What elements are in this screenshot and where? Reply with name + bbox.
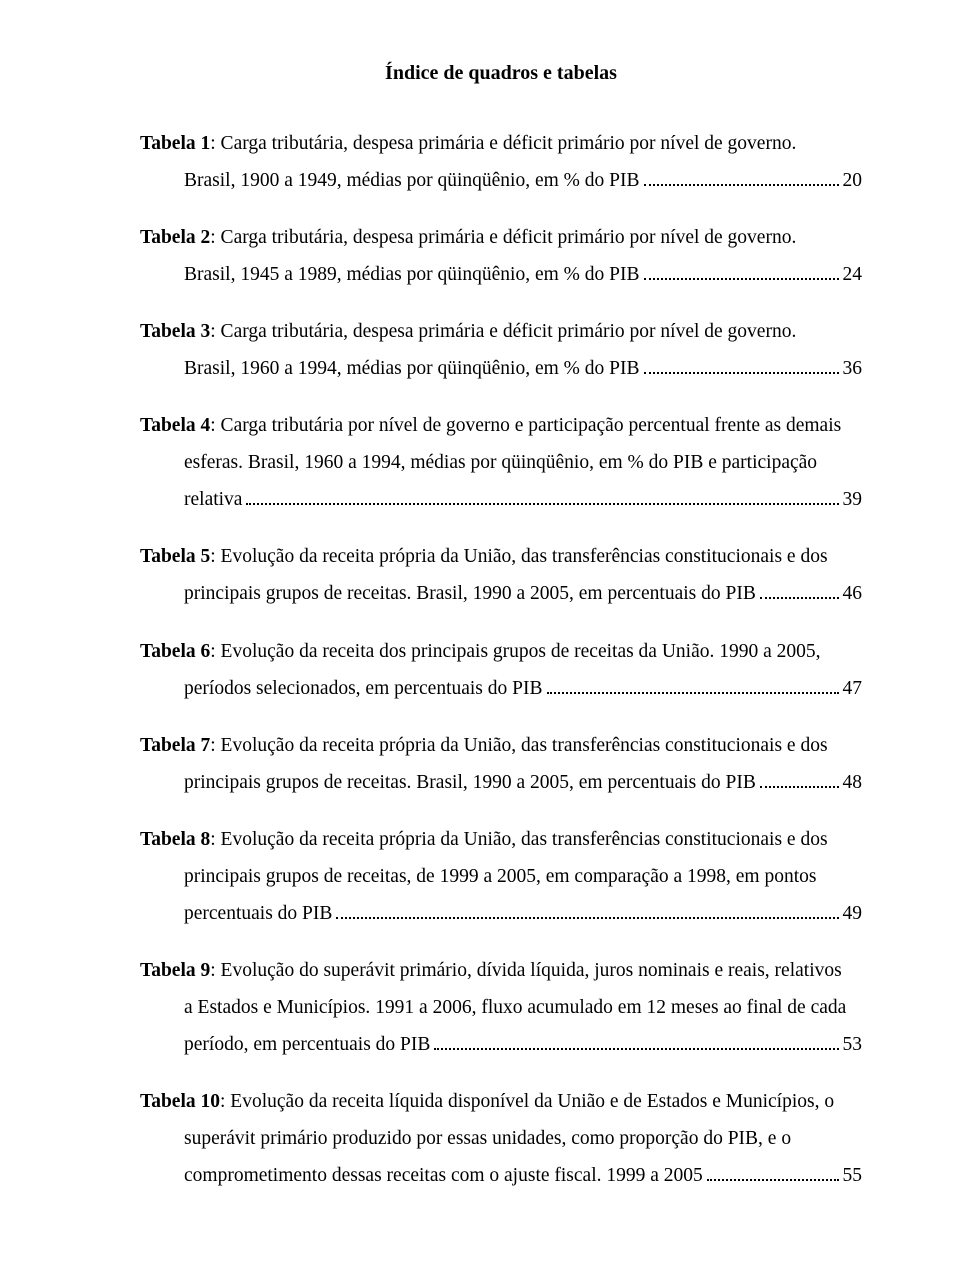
entry-leader-line: período, em percentuais do PIB 53 (140, 1026, 862, 1063)
entry-tail-text: período, em percentuais do PIB (184, 1026, 430, 1063)
toc-entry: Tabela 9: Evolução do superávit primário… (140, 952, 862, 1063)
entry-page-number: 24 (843, 256, 863, 293)
entry-page-number: 49 (843, 895, 863, 932)
entry-continuation: esferas. Brasil, 1960 a 1994, médias por… (140, 444, 862, 481)
entry-text: : Evolução da receita própria da União, … (210, 546, 827, 567)
entry-label: Tabela 2 (140, 227, 210, 248)
leader-dots (760, 582, 839, 600)
entry-text: : Evolução da receita própria da União, … (210, 735, 827, 756)
toc-entry: Tabela 6: Evolução da receita dos princi… (140, 633, 862, 707)
entry-page-number: 47 (843, 670, 863, 707)
entry-leader-line: relativa 39 (140, 481, 862, 518)
entry-leader-line: Brasil, 1960 a 1994, médias por qüinqüên… (140, 350, 862, 387)
entry-tail-text: percentuais do PIB (184, 895, 332, 932)
entry-leader-line: comprometimento dessas receitas com o aj… (140, 1157, 862, 1194)
entry-tail-text: principais grupos de receitas. Brasil, 1… (184, 764, 756, 801)
entry-tail-text: comprometimento dessas receitas com o aj… (184, 1157, 703, 1194)
entry-continuation: superávit primário produzido por essas u… (140, 1120, 862, 1157)
toc-entry: Tabela 10: Evolução da receita líquida d… (140, 1083, 862, 1194)
leader-dots (246, 488, 838, 506)
entry-label: Tabela 8 (140, 829, 210, 850)
toc-entry: Tabela 3: Carga tributária, despesa prim… (140, 313, 862, 387)
toc-entries: Tabela 1: Carga tributária, despesa prim… (140, 125, 862, 1194)
leader-dots (644, 168, 839, 186)
toc-entry: Tabela 1: Carga tributária, despesa prim… (140, 125, 862, 199)
entry-label: Tabela 1 (140, 133, 210, 154)
toc-entry: Tabela 4: Carga tributária por nível de … (140, 407, 862, 518)
entry-page-number: 39 (843, 481, 863, 518)
entry-leader-line: Brasil, 1945 a 1989, médias por qüinqüên… (140, 256, 862, 293)
entry-text: : Evolução da receita própria da União, … (210, 829, 827, 850)
entry-label: Tabela 4 (140, 415, 210, 436)
entry-tail-text: períodos selecionados, em percentuais do… (184, 670, 543, 707)
leader-dots (707, 1163, 839, 1181)
entry-label: Tabela 6 (140, 641, 210, 662)
entry-text: : Evolução da receita líquida disponível… (220, 1091, 834, 1112)
entry-text: : Evolução da receita dos principais gru… (210, 641, 820, 662)
entry-tail-text: Brasil, 1900 a 1949, médias por qüinqüên… (184, 162, 640, 199)
toc-entry: Tabela 7: Evolução da receita própria da… (140, 727, 862, 801)
entry-page-number: 55 (843, 1157, 863, 1194)
leader-dots (760, 770, 839, 788)
entry-label: Tabela 5 (140, 546, 210, 567)
entry-label: Tabela 3 (140, 321, 210, 342)
entry-tail-text: principais grupos de receitas. Brasil, 1… (184, 575, 756, 612)
entry-page-number: 48 (843, 764, 863, 801)
entry-text: : Carga tributária por nível de governo … (210, 415, 841, 436)
entry-tail-text: Brasil, 1945 a 1989, médias por qüinqüên… (184, 256, 640, 293)
leader-dots (336, 901, 838, 919)
entry-tail-text: Brasil, 1960 a 1994, médias por qüinqüên… (184, 350, 640, 387)
entry-page-number: 53 (843, 1026, 863, 1063)
page-title: Índice de quadros e tabelas (140, 62, 862, 85)
entry-text: : Carga tributária, despesa primária e d… (210, 227, 796, 248)
entry-leader-line: principais grupos de receitas. Brasil, 1… (140, 575, 862, 612)
entry-leader-line: períodos selecionados, em percentuais do… (140, 670, 862, 707)
entry-text: : Carga tributária, despesa primária e d… (210, 133, 796, 154)
leader-dots (644, 263, 839, 281)
entry-label: Tabela 10 (140, 1091, 220, 1112)
entry-page-number: 20 (843, 162, 863, 199)
entry-page-number: 46 (843, 575, 863, 612)
leader-dots (547, 676, 839, 694)
entry-tail-text: relativa (184, 481, 242, 518)
toc-entry: Tabela 2: Carga tributária, despesa prim… (140, 219, 862, 293)
entry-label: Tabela 7 (140, 735, 210, 756)
leader-dots (644, 357, 839, 375)
entry-page-number: 36 (843, 350, 863, 387)
toc-entry: Tabela 8: Evolução da receita própria da… (140, 821, 862, 932)
leader-dots (434, 1032, 838, 1050)
entry-leader-line: Brasil, 1900 a 1949, médias por qüinqüên… (140, 162, 862, 199)
entry-text: : Evolução do superávit primário, dívida… (210, 960, 841, 981)
toc-entry: Tabela 5: Evolução da receita própria da… (140, 538, 862, 612)
entry-label: Tabela 9 (140, 960, 210, 981)
entry-leader-line: principais grupos de receitas. Brasil, 1… (140, 764, 862, 801)
entry-text: : Carga tributária, despesa primária e d… (210, 321, 796, 342)
entry-continuation: principais grupos de receitas, de 1999 a… (140, 858, 862, 895)
entry-continuation: a Estados e Municípios. 1991 a 2006, flu… (140, 989, 862, 1026)
entry-leader-line: percentuais do PIB 49 (140, 895, 862, 932)
